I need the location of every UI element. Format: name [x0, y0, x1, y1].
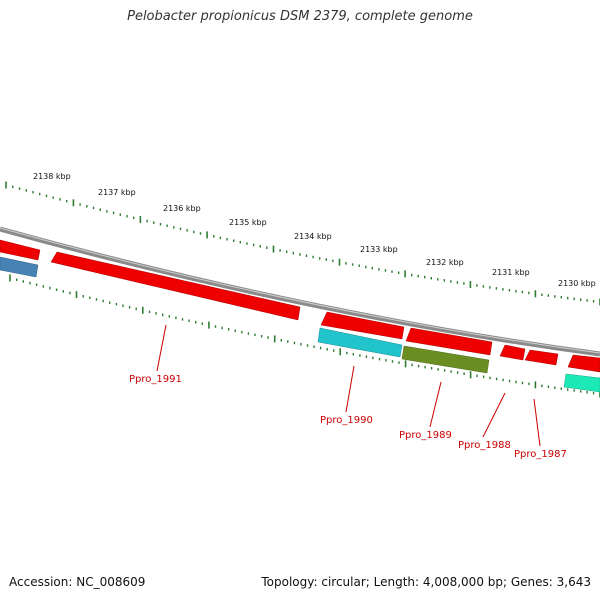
gene-label-ppro1990[interactable]: Ppro_1990 — [320, 415, 373, 426]
scale-label-2138: 2138 kbp — [33, 172, 71, 181]
topology-label: Topology: circular; Length: 4,008,000 bp… — [261, 575, 591, 589]
gene-feature-blue[interactable] — [0, 256, 39, 278]
gene-feature-red[interactable] — [524, 349, 559, 366]
gene-leader-lines — [156, 324, 541, 447]
leader-line-ppro1991 — [156, 324, 167, 372]
genome-backbone — [0, 226, 600, 357]
gene-feature-red[interactable] — [567, 354, 600, 373]
gene-label-ppro1991[interactable]: Ppro_1991 — [129, 374, 182, 385]
gene-feature-red[interactable] — [405, 327, 493, 356]
gene-label-ppro1988[interactable]: Ppro_1988 — [458, 440, 511, 451]
inner-scale-ticks — [9, 274, 600, 398]
inner-gene-features — [0, 256, 600, 393]
scale-label-2130: 2130 kbp — [558, 279, 596, 288]
genome-backbone-highlight — [0, 227, 600, 354]
scale-label-2134: 2134 kbp — [294, 232, 332, 241]
gene-feature-red[interactable] — [320, 311, 405, 340]
gene-feature-red[interactable] — [499, 344, 526, 361]
gene-label-ppro1987[interactable]: Ppro_1987 — [514, 449, 567, 460]
leader-line-ppro1990 — [345, 365, 355, 413]
gene-label-ppro1989[interactable]: Ppro_1989 — [399, 430, 452, 441]
outer-scale-ticks — [5, 181, 600, 306]
gene-feature-ppro1991[interactable] — [50, 251, 301, 321]
gene-features — [0, 239, 600, 373]
scale-label-2135: 2135 kbp — [229, 218, 267, 227]
scale-labels: 2138 kbp 2137 kbp 2136 kbp 2135 kbp 2134… — [33, 172, 596, 288]
map-title: Pelobacter propionicus DSM 2379, complet… — [127, 9, 473, 24]
scale-label-2132: 2132 kbp — [426, 258, 464, 267]
scale-label-2133: 2133 kbp — [360, 245, 398, 254]
gene-feature-red[interactable] — [0, 239, 41, 261]
gene-feature-teal[interactable] — [563, 373, 600, 393]
gene-feature-ppro1990[interactable] — [317, 327, 403, 358]
scale-label-2137: 2137 kbp — [98, 188, 136, 197]
leader-line-ppro1987 — [533, 398, 541, 447]
leader-line-ppro1989 — [429, 381, 442, 428]
gene-feature-ppro1989[interactable] — [401, 345, 490, 374]
gene-labels: Ppro_1991 Ppro_1990 Ppro_1989 Ppro_1988 … — [129, 374, 567, 460]
accession-label: Accession: NC_008609 — [9, 575, 146, 589]
scale-label-2136: 2136 kbp — [163, 204, 201, 213]
scale-label-2131: 2131 kbp — [492, 268, 530, 277]
leader-line-ppro1988 — [482, 392, 506, 438]
